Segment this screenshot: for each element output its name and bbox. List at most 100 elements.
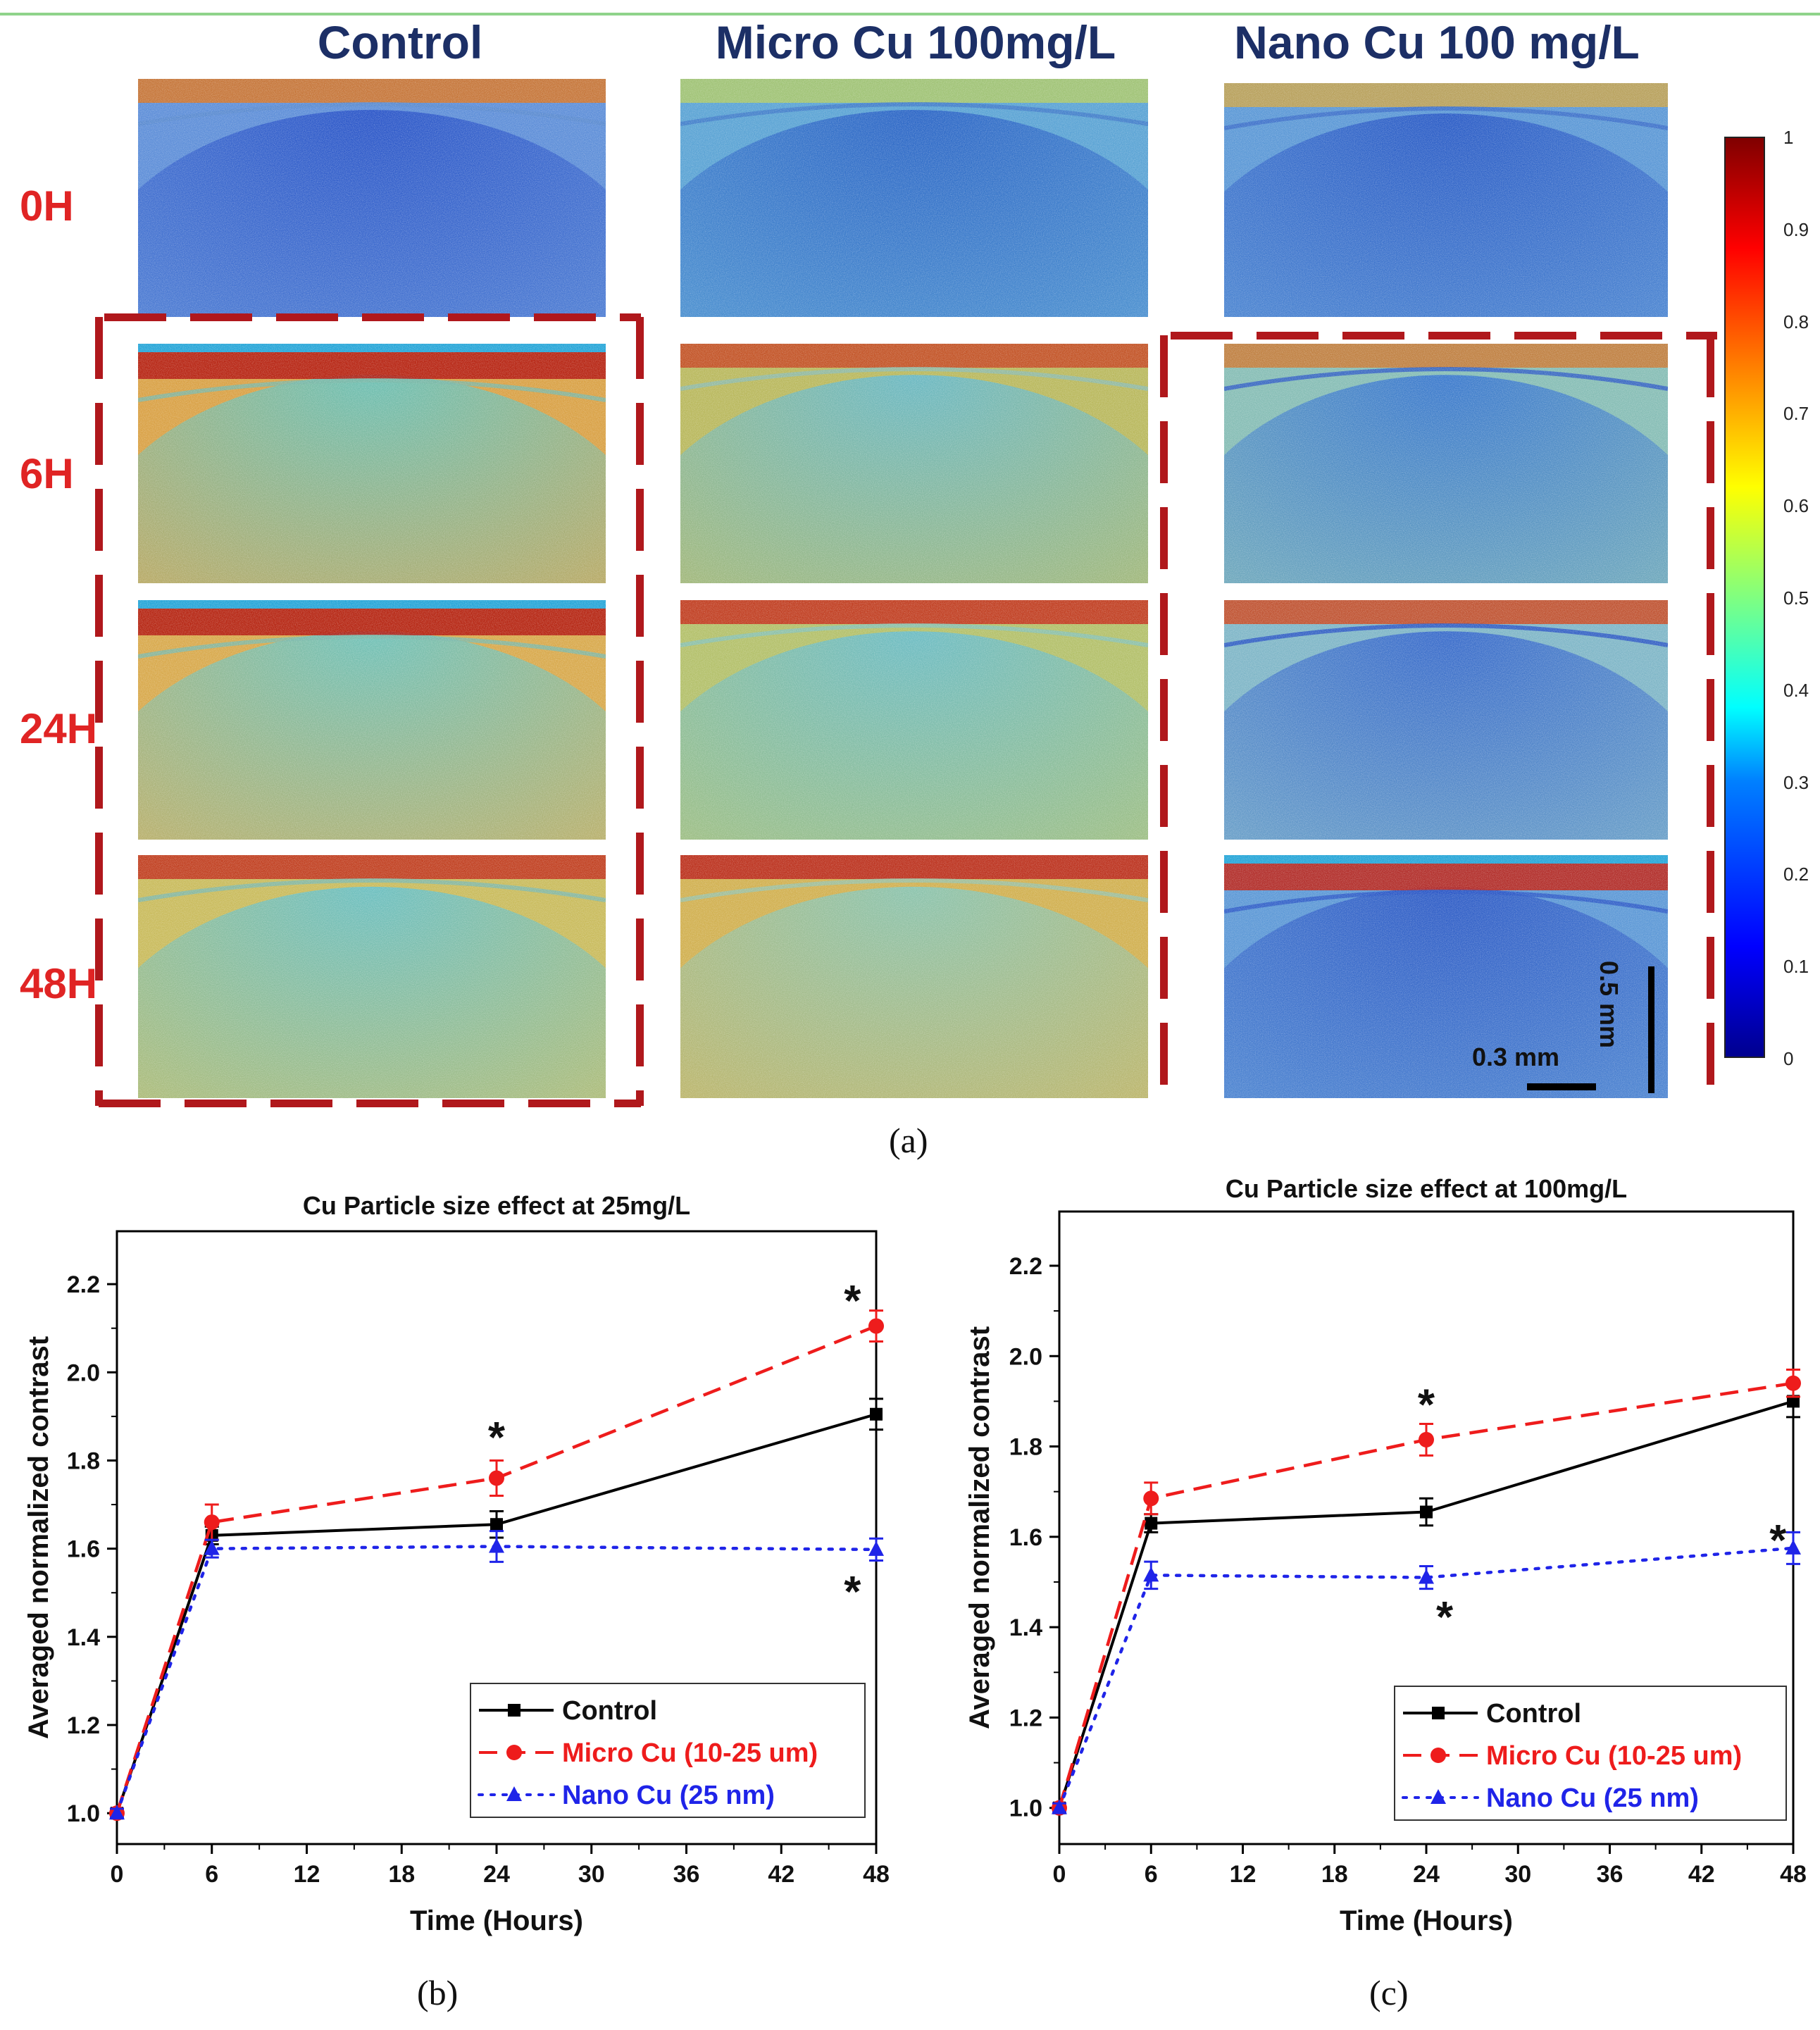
dashed-box-control	[94, 317, 103, 379]
colorbar-tick: 0.9	[1783, 218, 1809, 240]
dashed-box-control	[635, 317, 644, 379]
x-tick-label: 36	[673, 1861, 700, 1888]
oct-image-nano-24h	[1224, 600, 1668, 840]
y-tick-label: 1.8	[67, 1447, 100, 1474]
data-point	[1787, 1395, 1800, 1408]
dashed-box-control	[442, 1099, 504, 1107]
y-tick-label: 2.0	[1009, 1343, 1042, 1370]
colorbar-tick: 0.5	[1783, 587, 1809, 609]
panel-label-b: (b)	[417, 1973, 459, 2012]
x-tick-label: 0	[111, 1861, 124, 1888]
y-tick-label: 1.2	[1009, 1705, 1042, 1731]
oct-image-nano-48h	[1224, 855, 1668, 1098]
colorbar-tick: 0.3	[1783, 771, 1809, 793]
dashed-box-nano	[1159, 335, 1168, 397]
y-tick-label: 1.2	[67, 1712, 100, 1739]
legend-marker	[1431, 1748, 1446, 1763]
dashed-box-control	[94, 403, 103, 465]
significance-star: *	[1436, 1593, 1454, 1642]
dashed-box-control	[99, 1099, 161, 1107]
x-axis-label: Time (Hours)	[1340, 1905, 1513, 1936]
dashed-box-nano	[1171, 331, 1233, 340]
dashed-box-control	[190, 313, 252, 321]
dashed-box-control	[635, 403, 644, 465]
oct-image-control-24h	[138, 600, 606, 840]
dashed-box-nano	[1706, 1023, 1714, 1085]
x-tick-label: 24	[483, 1861, 510, 1888]
oct-image-control-48h	[138, 855, 606, 1098]
dashed-box-control	[635, 747, 644, 809]
data-point	[1419, 1431, 1434, 1447]
dashed-box-control	[270, 1099, 332, 1107]
data-point	[109, 1805, 125, 1820]
column-title-nano: Nano Cu 100 mg/L	[1234, 16, 1640, 68]
dashed-box-nano	[1159, 851, 1168, 913]
dashed-box-nano	[1428, 331, 1490, 340]
data-point	[489, 1538, 504, 1553]
x-axis-label: Time (Hours)	[410, 1905, 583, 1936]
legend-marker	[508, 1704, 521, 1717]
oct-image-micro-0h	[680, 79, 1148, 317]
data-point	[490, 1518, 503, 1531]
legend-box	[1394, 1686, 1787, 1821]
y-axis-label: Averaged normalized contrast	[964, 1326, 995, 1729]
dashed-box-control	[448, 313, 510, 321]
data-point	[868, 1318, 884, 1334]
data-point	[489, 1470, 504, 1486]
dashed-box-nano	[1257, 331, 1319, 340]
legend-label: Nano Cu (25 nm)	[562, 1781, 775, 1810]
x-tick-label: 18	[388, 1861, 415, 1888]
dashed-box-control	[94, 1004, 103, 1066]
scale-bar-vertical	[1648, 966, 1654, 1093]
data-point	[1785, 1539, 1801, 1555]
data-point	[1785, 1375, 1801, 1391]
colorbar-tick: 0.2	[1783, 864, 1809, 885]
top-rule	[0, 13, 1820, 15]
dashed-box-nano	[1706, 937, 1714, 999]
row-title-48h: 48H	[20, 960, 98, 1007]
x-tick-label: 48	[863, 1861, 890, 1888]
dashed-box-control	[185, 1099, 247, 1107]
dashed-box-control	[104, 313, 166, 321]
dashed-box-nano	[1600, 331, 1662, 340]
data-point	[204, 1540, 220, 1555]
dashed-box-nano	[1706, 335, 1714, 397]
x-tick-label: 12	[294, 1861, 320, 1888]
dashed-box-nano	[1342, 331, 1404, 340]
row-title-0h: 0H	[20, 182, 74, 230]
colorbar-tick: 0.1	[1783, 956, 1809, 978]
dashed-box-nano	[1706, 507, 1714, 569]
y-tick-label: 1.6	[1009, 1524, 1042, 1551]
y-tick-label: 1.4	[1009, 1614, 1042, 1641]
dashed-box-control	[94, 747, 103, 809]
colorbar-tick: 1	[1783, 127, 1794, 148]
dashed-box-control	[635, 1004, 644, 1066]
dashed-box-nano	[1159, 593, 1168, 655]
oct-image-nano-0h	[1224, 83, 1668, 317]
dashed-box-control	[94, 575, 103, 637]
legend-marker	[1431, 1789, 1446, 1804]
legend-label: Micro Cu (10-25 um)	[562, 1738, 818, 1768]
y-tick-label: 1.6	[67, 1536, 100, 1563]
scale-label-horizontal: 0.3 mm	[1472, 1042, 1560, 1071]
data-point	[204, 1514, 220, 1531]
series-line-0	[1058, 1400, 1794, 1809]
dashed-box-control	[534, 313, 596, 321]
data-point	[1419, 1569, 1434, 1584]
colorbar-tick: 0.8	[1783, 311, 1809, 332]
panel-label-c: (c)	[1369, 1973, 1409, 2012]
data-point	[1143, 1567, 1159, 1582]
dashed-box-control	[94, 489, 103, 551]
y-tick-label: 1.0	[67, 1800, 100, 1827]
dashed-box-control	[620, 313, 641, 321]
colorbar-tick: 0	[1783, 1048, 1794, 1069]
oct-image-micro-48h	[680, 855, 1148, 1098]
y-tick-label: 2.2	[67, 1271, 100, 1298]
row-title-24h: 24H	[20, 705, 98, 752]
dashed-box-nano	[1706, 851, 1714, 913]
x-tick-label: 6	[1145, 1861, 1158, 1888]
y-tick-label: 1.4	[67, 1624, 100, 1651]
data-point	[1143, 1490, 1159, 1507]
significance-star: *	[844, 1277, 861, 1326]
dashed-box-control	[635, 919, 644, 980]
